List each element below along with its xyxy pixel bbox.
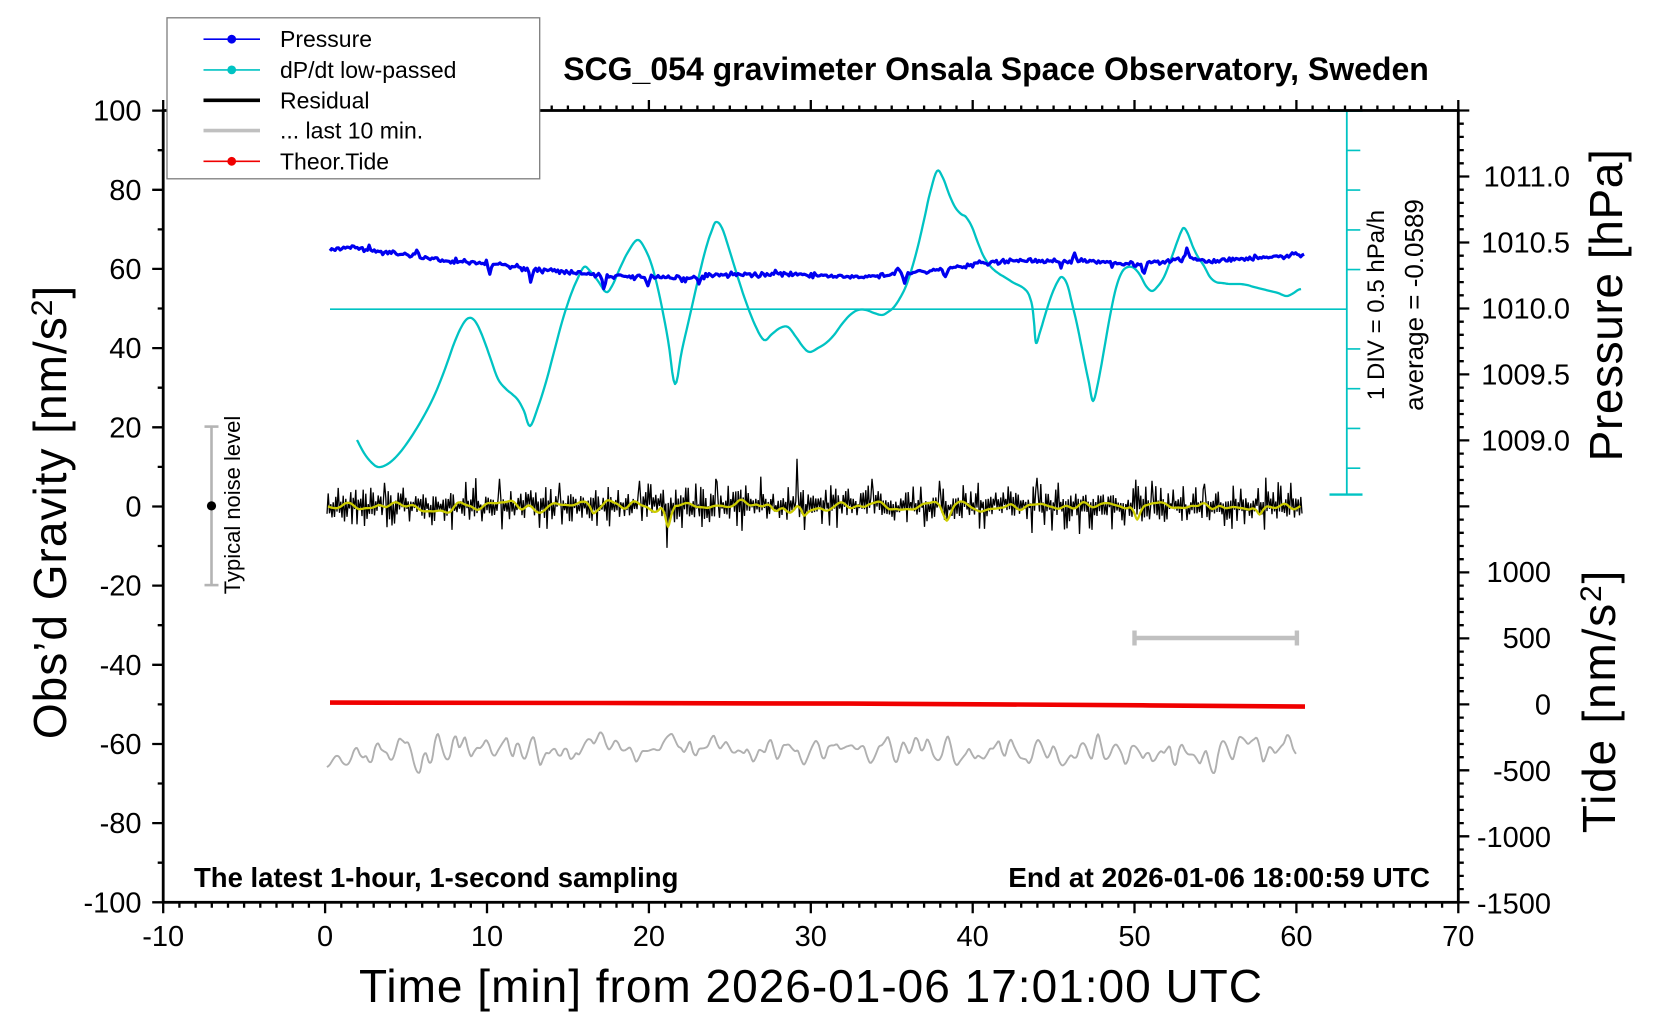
svg-text:30: 30	[795, 921, 827, 953]
svg-text:-80: -80	[100, 808, 142, 840]
svg-text:-1500: -1500	[1477, 888, 1551, 920]
svg-text:1 DIV = 0.5 hPa/h: 1 DIV = 0.5 hPa/h	[1363, 210, 1390, 400]
svg-text:-40: -40	[100, 650, 142, 682]
svg-text:60: 60	[1280, 921, 1312, 953]
svg-text:Residual: Residual	[280, 87, 370, 113]
svg-text:Typical noise level: Typical noise level	[220, 416, 245, 595]
svg-text:0: 0	[317, 921, 333, 953]
svg-text:0: 0	[1535, 690, 1551, 722]
svg-text:End at 2026-01-06 18:00:59 UTC: End at 2026-01-06 18:00:59 UTC	[1008, 862, 1430, 893]
svg-text:-1000: -1000	[1477, 822, 1551, 854]
svg-text:Time [min] from 2026-01-06 17:: Time [min] from 2026-01-06 17:01:00 UTC	[359, 960, 1263, 1012]
svg-text:1000: 1000	[1486, 557, 1551, 589]
svg-text:40: 40	[957, 921, 989, 953]
svg-text:... last 10 min.: ... last 10 min.	[280, 118, 423, 144]
svg-text:20: 20	[633, 921, 665, 953]
svg-text:-100: -100	[83, 887, 141, 919]
svg-text:500: 500	[1503, 623, 1551, 655]
svg-text:50: 50	[1118, 921, 1150, 953]
svg-text:70: 70	[1442, 921, 1474, 953]
svg-text:Obs’d Gravity [nm/s2]: Obs’d Gravity [nm/s2]	[24, 285, 76, 739]
svg-text:dP/dt low-passed: dP/dt low-passed	[280, 57, 456, 83]
svg-text:1009.5: 1009.5	[1481, 360, 1570, 392]
svg-text:Tide [nm/s2]: Tide [nm/s2]	[1573, 569, 1625, 833]
svg-text:-10: -10	[142, 921, 184, 953]
svg-text:-500: -500	[1493, 756, 1551, 788]
svg-text:1010.0: 1010.0	[1481, 294, 1570, 326]
svg-text:0: 0	[125, 491, 141, 523]
svg-text:60: 60	[109, 254, 141, 286]
svg-text:1009.0: 1009.0	[1481, 426, 1570, 458]
svg-text:Pressure [hPa]: Pressure [hPa]	[1580, 149, 1632, 462]
svg-text:80: 80	[109, 175, 141, 207]
svg-text:10: 10	[471, 921, 503, 953]
svg-text:100: 100	[93, 96, 141, 128]
svg-text:Theor.Tide: Theor.Tide	[280, 148, 389, 174]
svg-text:average = -0.0589: average = -0.0589	[1399, 199, 1429, 411]
svg-text:20: 20	[109, 412, 141, 444]
svg-text:SCG_054 gravimeter Onsala Spac: SCG_054 gravimeter Onsala Space Observat…	[563, 51, 1429, 87]
svg-text:-60: -60	[100, 729, 142, 761]
svg-text:The latest 1-hour, 1-second sa: The latest 1-hour, 1-second sampling	[194, 862, 678, 893]
svg-text:40: 40	[109, 333, 141, 365]
svg-text:Pressure: Pressure	[280, 26, 372, 52]
svg-text:1011.0: 1011.0	[1483, 162, 1570, 194]
svg-text:-20: -20	[100, 571, 142, 603]
svg-text:1010.5: 1010.5	[1481, 228, 1570, 260]
